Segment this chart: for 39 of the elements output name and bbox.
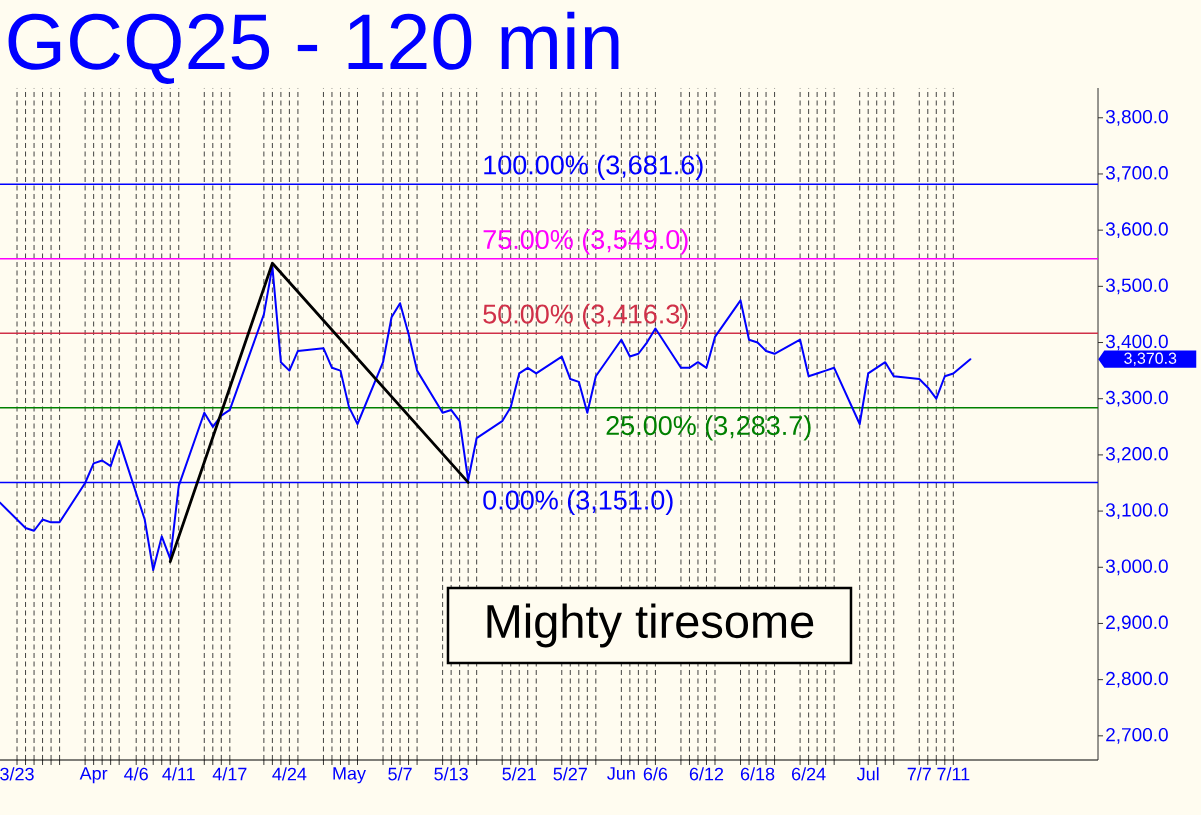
x-tick-label: 5/13 [434, 767, 468, 781]
x-tick-label: 6/12 [689, 767, 724, 781]
y-tick-label: 3,600.0 [1105, 222, 1168, 238]
x-tick-label: May [333, 767, 366, 784]
chart-title: GCQ25 - 120 min [8, 11, 619, 84]
x-tick-label: 4/17 [212, 767, 247, 781]
x-tick-label: 7/11 [937, 767, 970, 781]
x-tick-label: Apr [79, 767, 108, 784]
x-tick-label: 4/11 [162, 767, 195, 781]
y-tick-label: 2,700.0 [1106, 727, 1168, 744]
y-tick-label: 3,400.0 [1105, 334, 1168, 351]
x-tick-label: 4/6 [124, 767, 148, 781]
y-tick-label: 3,200.0 [1105, 447, 1168, 463]
x-tick-label: 5/21 [502, 767, 536, 781]
x-tick-label: 4/24 [272, 767, 307, 781]
y-tick-label: 3,000.0 [1105, 559, 1168, 576]
annotation: Mighty tiresome [487, 603, 814, 648]
x-tick-label: 5/27 [553, 767, 587, 781]
ref-line-label: 0.00% (3,151.0) [483, 489, 673, 516]
y-tick-label: 2,900.0 [1106, 615, 1168, 632]
x-tick-label: 6/18 [740, 767, 775, 781]
y-tick-label: 3,300.0 [1105, 390, 1168, 407]
ref-line-label: 100.00% (3,681.6) [484, 154, 703, 180]
x-tick-label: 6/6 [643, 767, 668, 781]
y-tick-label: 3,500.0 [1105, 278, 1168, 295]
ref-line-label: 25.00% (3,283.7) [606, 415, 811, 441]
x-tick-label: Jul [856, 767, 879, 781]
ref-line-label: 50.00% (3,416.3) [483, 303, 688, 329]
y-tick-label: 3,700.0 [1105, 166, 1168, 182]
y-tick-label: 3,100.0 [1105, 503, 1168, 519]
x-tick-label: 3/23 [0, 767, 34, 781]
ref-line-label: 75.00% (3,549.0) [483, 229, 688, 255]
text: 3,370.3 [1124, 352, 1177, 366]
x-tick-label: 6/24 [792, 767, 826, 781]
x-tick-label: 7/7 [907, 767, 931, 781]
x-tick-label: 5/7 [388, 767, 412, 781]
y-tick-label: 3,800.0 [1105, 109, 1168, 126]
x-tick-label: Jun [607, 767, 635, 780]
y-tick-label: 2,800.0 [1106, 671, 1168, 688]
